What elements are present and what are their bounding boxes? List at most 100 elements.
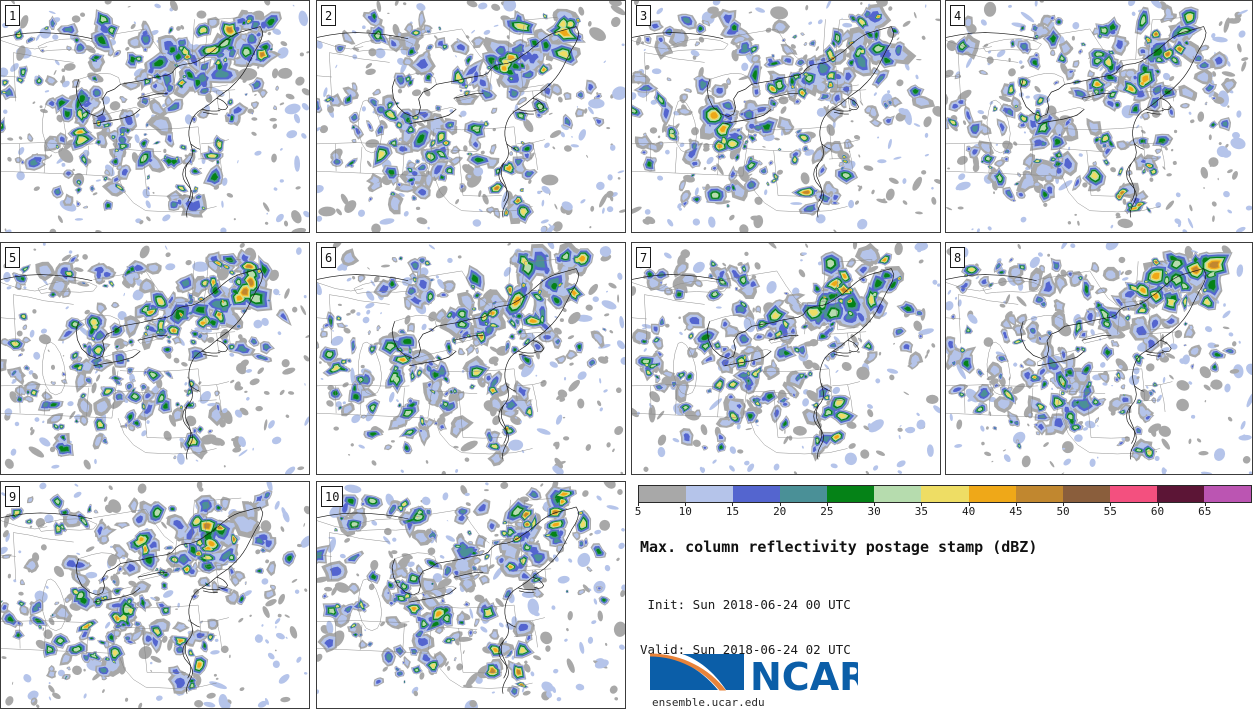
- coastline: [632, 268, 895, 460]
- colorbar-swatch-20: [780, 486, 828, 502]
- panel-number-badge-2: 2: [321, 5, 337, 26]
- colorbar-tickmark: [1204, 502, 1206, 506]
- lake-superior: [982, 38, 1042, 52]
- state-boundaries: [317, 497, 558, 689]
- forecast-panel-8[interactable]: 8: [945, 242, 1253, 475]
- lake-ontario: [453, 332, 484, 344]
- panel-map-10: [317, 482, 625, 708]
- colorbar-tickmark: [1063, 502, 1065, 506]
- figure-title: Max. column reflectivity postage stamp (…: [640, 538, 1038, 556]
- lake-ontario: [1081, 332, 1112, 344]
- colorbar-tick-5: 5: [634, 505, 642, 518]
- lake-ontario: [137, 569, 168, 581]
- colorbar: [638, 485, 1252, 503]
- reflectivity-contours: [1, 248, 292, 460]
- colorbar-swatch-30: [874, 486, 922, 502]
- colorbar-tickmark: [638, 502, 639, 506]
- colorbar-tick-30: 30: [867, 505, 881, 518]
- panel-number-badge-4: 4: [950, 5, 966, 26]
- colorbar-swatch-15: [733, 486, 781, 502]
- colorbar-swatch-25: [827, 486, 875, 502]
- lake-michigan: [358, 578, 382, 631]
- colorbar-tick-25: 25: [820, 505, 834, 518]
- colorbar-swatch-40: [968, 486, 1016, 502]
- coastline: [946, 268, 1207, 460]
- forecast-panel-9[interactable]: 9: [0, 481, 310, 709]
- reflectivity-contours: [1, 9, 282, 218]
- coastline: [1, 26, 264, 218]
- forecast-panel-5[interactable]: 5: [0, 242, 310, 475]
- state-boundaries: [1, 259, 242, 455]
- colorbar-swatch-5: [639, 486, 687, 502]
- state-boundaries: [317, 259, 558, 455]
- coastline: [632, 26, 895, 218]
- colorbar-tickmark: [826, 502, 828, 506]
- reflectivity-level-45: [824, 277, 901, 303]
- colorbar-tick-60: 60: [1150, 505, 1165, 518]
- forecast-panel-2[interactable]: 2: [316, 0, 626, 233]
- coastline: [317, 268, 580, 460]
- colorbar-tickmark: [1015, 502, 1017, 506]
- ncar-logo: NCAR: [648, 640, 858, 702]
- init-time-line: Init: Sun 2018-06-24 00 UTC: [640, 597, 851, 612]
- panel-map-7: [632, 243, 940, 474]
- reflectivity-level-45: [1118, 32, 1182, 206]
- state-boundaries: [632, 259, 873, 455]
- reflectivity-level-45: [494, 19, 579, 214]
- colorbar-tick-50: 50: [1056, 505, 1070, 518]
- panel-map-8: [946, 243, 1252, 474]
- lake-michigan: [358, 99, 382, 154]
- coastline: [317, 506, 580, 694]
- reflectivity-contours: [317, 243, 607, 467]
- panel-map-6: [317, 243, 625, 474]
- state-boundaries: [946, 17, 1185, 213]
- colorbar-tickmark: [732, 502, 734, 506]
- lake-superior: [668, 280, 729, 294]
- panel-number-badge-5: 5: [5, 247, 21, 268]
- lake-erie: [92, 349, 141, 367]
- state-boundaries: [1, 17, 242, 213]
- colorbar-swatch-55: [1109, 486, 1157, 502]
- figure-metadata: Init: Sun 2018-06-24 00 UTC Valid: Sun 2…: [640, 567, 851, 687]
- reflectivity-level-45: [180, 264, 254, 316]
- panel-number-badge-10: 10: [321, 486, 344, 507]
- colorbar-tickmark: [921, 502, 923, 506]
- state-boundaries: [946, 259, 1185, 455]
- panel-map-9: [1, 482, 309, 708]
- panel-map-2: [317, 1, 625, 232]
- panel-number-badge-3: 3: [636, 5, 652, 26]
- colorbar-tickmark: [685, 502, 687, 506]
- forecast-panel-10[interactable]: 10: [316, 481, 626, 709]
- lake-superior: [37, 518, 98, 532]
- state-boundaries: [317, 17, 558, 213]
- lake-erie: [92, 107, 141, 125]
- lake-ontario: [453, 90, 484, 102]
- forecast-panel-7[interactable]: 7: [631, 242, 941, 475]
- lake-michigan: [42, 578, 66, 631]
- lake-erie: [408, 349, 457, 367]
- colorbar-legend: 5 10 15 20 25 30 35 40 45 50 55 60 65: [634, 485, 1252, 521]
- forecast-panel-6[interactable]: 6: [316, 242, 626, 475]
- reflectivity-contours: [946, 4, 1237, 214]
- lake-michigan: [673, 341, 697, 396]
- panel-map-3: [632, 1, 940, 232]
- forecast-panel-4[interactable]: 4: [945, 0, 1253, 233]
- colorbar-tick-65: 65: [1198, 505, 1212, 518]
- ncar-wordmark: NCAR: [750, 655, 858, 699]
- colorbar-tickmark: [874, 502, 876, 506]
- panel-map-5: [1, 243, 309, 474]
- lake-superior: [37, 38, 98, 52]
- lake-superior: [353, 280, 414, 294]
- ncar-url-label: ensemble.ucar.edu: [652, 696, 765, 709]
- colorbar-swatch-10: [686, 486, 734, 502]
- panel-number-badge-9: 9: [5, 486, 21, 507]
- colorbar-tickmark: [1110, 502, 1112, 506]
- valid-time-line: Valid: Sun 2018-06-24 02 UTC: [640, 642, 851, 657]
- forecast-panel-3[interactable]: 3: [631, 0, 941, 233]
- lake-ontario: [137, 332, 168, 344]
- forecast-panel-1[interactable]: 1: [0, 0, 310, 233]
- lake-erie: [408, 107, 457, 125]
- lake-michigan: [358, 341, 382, 396]
- panel-number-badge-6: 6: [321, 247, 337, 268]
- panel-number-badge-7: 7: [636, 247, 652, 268]
